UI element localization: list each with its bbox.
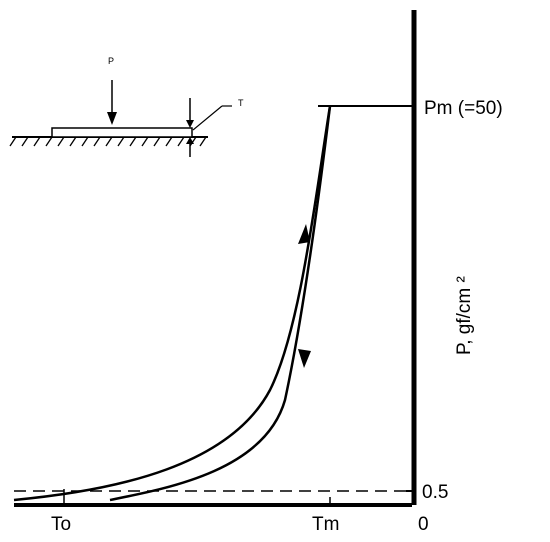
- unloading-arrow-down: [298, 349, 311, 368]
- inset-load-arrowhead: [107, 112, 117, 125]
- unloading-curve: [109, 105, 332, 502]
- x-tick-label-zero: 0: [418, 514, 429, 535]
- y-axis-label: P, gf/cm ²: [454, 276, 475, 355]
- inset-hatching: [9, 136, 207, 147]
- loading-curve: [13, 105, 332, 502]
- inset-diagram: P T: [9, 56, 244, 157]
- inset-thickness-leader: [192, 105, 223, 131]
- inset-load-label: P: [108, 56, 114, 66]
- inset-specimen: [51, 127, 193, 138]
- inset-thickness-arrowhead-top: [186, 120, 194, 128]
- inset-thickness-label: T: [238, 98, 244, 108]
- y-tick-label-0-5: 0.5: [422, 482, 448, 503]
- x-tick-label-to: To: [51, 514, 71, 535]
- loading-arrow-up: [298, 224, 310, 244]
- inset-thickness-arrowhead-bottom: [186, 137, 194, 144]
- y-tick-label-pm: Pm (=50): [424, 98, 503, 119]
- x-tick-label-tm: Tm: [312, 514, 339, 535]
